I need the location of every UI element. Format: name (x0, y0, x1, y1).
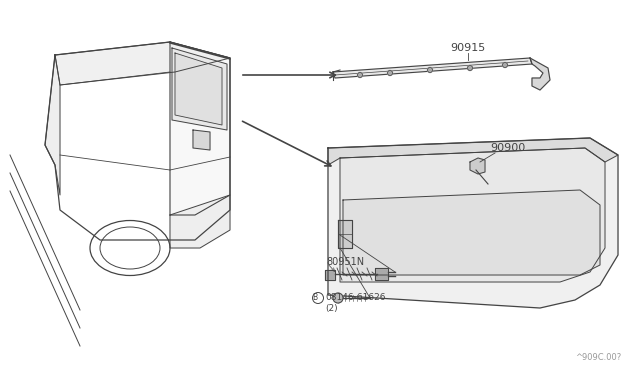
Polygon shape (338, 220, 352, 248)
Polygon shape (170, 42, 230, 215)
Polygon shape (530, 58, 550, 90)
Polygon shape (172, 48, 227, 130)
Polygon shape (328, 138, 618, 165)
Polygon shape (55, 42, 230, 85)
Polygon shape (325, 270, 335, 280)
Circle shape (467, 65, 472, 71)
Polygon shape (170, 195, 230, 248)
Text: B: B (312, 294, 317, 302)
Polygon shape (375, 268, 388, 280)
Circle shape (358, 73, 362, 77)
Circle shape (502, 62, 508, 67)
Polygon shape (175, 53, 222, 125)
Text: (2): (2) (325, 304, 338, 312)
Polygon shape (340, 148, 605, 282)
Text: 90900: 90900 (490, 143, 525, 153)
Polygon shape (193, 130, 210, 150)
Polygon shape (45, 55, 60, 195)
Text: ^909C.00?: ^909C.00? (575, 353, 621, 362)
Text: 08146-61626: 08146-61626 (325, 294, 385, 302)
Text: 90915: 90915 (450, 43, 485, 53)
Circle shape (428, 67, 433, 73)
Polygon shape (45, 42, 230, 240)
Polygon shape (343, 190, 600, 275)
Polygon shape (328, 138, 618, 308)
Polygon shape (470, 158, 485, 174)
Circle shape (333, 293, 343, 303)
Text: 80951N: 80951N (326, 257, 364, 267)
Circle shape (387, 71, 392, 76)
Polygon shape (333, 58, 532, 78)
